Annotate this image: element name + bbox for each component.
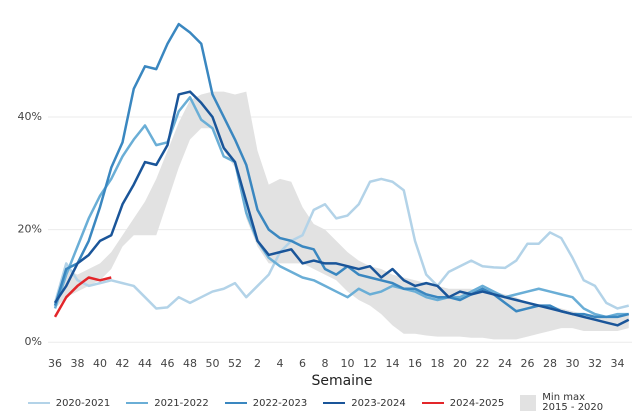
series-line [53, 22, 630, 319]
x-tick-label: 14 [386, 357, 400, 370]
y-tick-label: 20% [18, 223, 42, 236]
x-tick-label: 44 [138, 357, 152, 370]
legend-item: 2022-2023 [224, 397, 308, 409]
y-tick-label: 0% [25, 335, 42, 348]
legend-label: Min max 2015 - 2020 [542, 392, 604, 413]
series-line [53, 276, 112, 318]
legend-item: Min max 2015 - 2020 [520, 393, 612, 413]
x-tick-label: 24 [498, 357, 512, 370]
legend-label: 2024-2025 [449, 397, 505, 409]
legend: 2020-2021 2021-2022 2022-2023 2023-2024 2024… [0, 388, 640, 418]
x-tick-label: 52 [228, 357, 242, 370]
legend-item: 2020-2021 [27, 397, 111, 409]
legend-swatch [421, 402, 444, 404]
x-tick-label: 22 [476, 357, 490, 370]
x-tick-label: 30 [566, 357, 580, 370]
x-tick-label: 32 [588, 357, 602, 370]
x-tick-label: 20 [453, 357, 467, 370]
legend-swatch [323, 402, 346, 404]
x-tick-label: 36 [48, 357, 62, 370]
legend-label: 2021-2022 [154, 397, 209, 409]
x-tick-label: 40 [93, 357, 107, 370]
x-tick-label: 34 [611, 357, 625, 370]
x-tick-label: 10 [341, 357, 355, 370]
legend-label: 2020-2021 [55, 397, 111, 409]
legend-item: 2021-2022 [126, 398, 209, 409]
x-tick-label: 16 [408, 357, 422, 370]
legend-item: 2023-2024 [323, 398, 406, 409]
x-tick-label: 42 [116, 357, 130, 370]
legend-label: 2023-2024 [351, 397, 406, 409]
legend-swatch [520, 395, 537, 411]
x-tick-label: 6 [299, 357, 306, 370]
series-line [53, 90, 630, 327]
x-tick-label: 8 [322, 357, 329, 370]
legend-label: 2022-2023 [252, 397, 308, 409]
series-line [53, 96, 629, 319]
y-tick-label: 40% [18, 110, 42, 123]
x-tick-label: 2 [254, 357, 261, 370]
x-tick-label: 50 [206, 357, 220, 370]
x-tick-label: 4 [277, 357, 284, 370]
x-tick-label: 38 [71, 357, 85, 370]
x-tick-label: 26 [521, 357, 535, 370]
legend-swatch [126, 402, 149, 404]
x-tick-label: 48 [183, 357, 197, 370]
legend-item: 2024-2025 [421, 397, 505, 409]
legend-swatch [27, 402, 50, 404]
chart: Semaine 0%20%40%36 38 40 42 44 46 48 50 52 2 4 6 8 10… [18, 22, 632, 389]
x-axis-title: Semaine [311, 373, 372, 388]
x-tick-label: 46 [161, 357, 175, 370]
x-tick-label: 18 [431, 357, 445, 370]
legend-swatch [224, 402, 247, 404]
series-line [53, 177, 630, 310]
x-tick-label: 12 [363, 357, 377, 370]
x-tick-label: 28 [543, 357, 557, 370]
